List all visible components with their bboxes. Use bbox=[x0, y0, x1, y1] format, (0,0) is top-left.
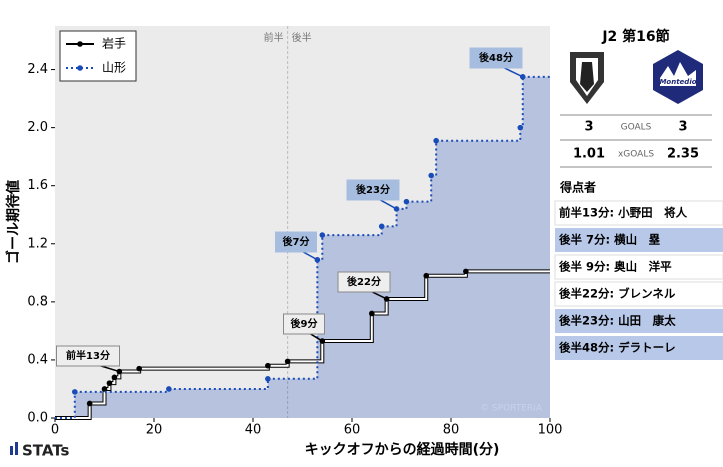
x-tick-label: 0 bbox=[51, 423, 59, 438]
scorer-text: 後半22分: ブレンネル bbox=[559, 287, 676, 301]
y-tick-label: 2.4 bbox=[27, 62, 48, 77]
annotation-label: 後9分 bbox=[291, 317, 318, 330]
annotation-box bbox=[56, 345, 120, 367]
point bbox=[72, 389, 78, 395]
scorer-text: 前半13分: 小野田 将人 bbox=[559, 206, 688, 220]
logo-shape bbox=[580, 62, 594, 92]
point bbox=[423, 272, 430, 279]
point bbox=[284, 358, 291, 365]
annotation-label: 後22分 bbox=[347, 275, 381, 288]
area-fill bbox=[55, 76, 550, 418]
point bbox=[265, 362, 271, 369]
x-tick-label: 60 bbox=[344, 423, 361, 438]
point bbox=[403, 198, 410, 205]
xgoals-label: xGOALS bbox=[618, 150, 654, 160]
step-segment bbox=[322, 226, 383, 237]
y-axis-label: ゴール期待値 bbox=[5, 180, 22, 264]
point bbox=[428, 172, 435, 179]
point bbox=[517, 124, 524, 131]
point bbox=[111, 374, 118, 381]
away-xgoals: 2.35 bbox=[667, 147, 699, 162]
brand-text: STATs bbox=[22, 442, 70, 460]
home-goals: 3 bbox=[584, 120, 593, 135]
scorer-row bbox=[554, 281, 723, 307]
x-tick-label: 40 bbox=[245, 423, 262, 438]
legend-box bbox=[59, 30, 137, 82]
step-segment bbox=[371, 298, 388, 315]
step-segment bbox=[89, 388, 106, 405]
scorer-row bbox=[554, 254, 723, 280]
legend-marker bbox=[77, 65, 83, 71]
annotation-label: 前半13分 bbox=[66, 349, 110, 362]
scorer-row bbox=[555, 309, 723, 333]
point bbox=[463, 268, 469, 275]
logo-shape bbox=[660, 62, 696, 86]
annotation-box bbox=[283, 313, 325, 335]
x-axis-label: キックオフからの経過時間(分) bbox=[305, 441, 500, 458]
annotation-box bbox=[337, 271, 391, 293]
annotation-box bbox=[275, 231, 317, 253]
annotation-label: 後23分 bbox=[356, 183, 390, 196]
y-tick-label: 0.0 bbox=[27, 411, 48, 426]
point bbox=[106, 380, 113, 386]
away-logo: Montedio bbox=[653, 50, 703, 104]
plot-background bbox=[55, 26, 550, 418]
logo-text: Montedio bbox=[659, 78, 696, 86]
panel-title: J2 第16節 bbox=[601, 28, 669, 45]
point bbox=[86, 400, 93, 407]
point bbox=[116, 368, 123, 375]
y-tick-label: 0.8 bbox=[27, 294, 48, 309]
home-xgoals: 1.01 bbox=[573, 147, 605, 162]
step-segment bbox=[55, 391, 76, 419]
scorer-text: 後半 7分: 横山 塁 bbox=[559, 233, 661, 247]
logo-bar bbox=[10, 446, 13, 455]
annotation-box bbox=[469, 47, 523, 69]
home-logo bbox=[570, 52, 604, 104]
x-tick-label: 20 bbox=[146, 423, 163, 438]
brand-logo: STATs bbox=[10, 442, 70, 460]
y-tick-label: 1.2 bbox=[27, 236, 48, 251]
step-segment bbox=[322, 313, 373, 343]
legend-label: 山形 bbox=[102, 61, 126, 75]
point bbox=[136, 365, 142, 372]
point bbox=[166, 386, 172, 392]
step-segment bbox=[386, 275, 428, 300]
x-tick-label: 100 bbox=[538, 423, 563, 438]
point bbox=[369, 310, 375, 317]
goals-label: GOALS bbox=[621, 123, 652, 133]
step-segment bbox=[381, 208, 398, 228]
y-tick-label: 0.4 bbox=[27, 352, 48, 367]
scorer-row bbox=[554, 200, 723, 226]
legend-marker bbox=[77, 41, 83, 47]
annotation-box bbox=[346, 179, 400, 201]
step-segment bbox=[267, 259, 319, 380]
watermark: © SPORTERIA bbox=[480, 404, 543, 414]
point bbox=[101, 386, 108, 392]
scorer-text: 後半23分: 山田 康太 bbox=[559, 314, 676, 328]
point bbox=[319, 232, 326, 238]
point bbox=[314, 256, 321, 263]
legend-label: 岩手 bbox=[102, 36, 126, 51]
logo-bar bbox=[15, 442, 18, 455]
annotation-label: 後48分 bbox=[479, 51, 513, 64]
half-label: 前半 bbox=[264, 31, 284, 44]
away-goals: 3 bbox=[678, 120, 687, 135]
point bbox=[378, 223, 385, 230]
point bbox=[265, 376, 271, 382]
scorer-row bbox=[555, 336, 723, 360]
scorers-title: 得点者 bbox=[559, 180, 596, 195]
scorer-text: 後半 9分: 奥山 洋平 bbox=[559, 260, 672, 274]
annotation-label: 後7分 bbox=[283, 235, 310, 248]
step-segment bbox=[168, 378, 269, 390]
y-tick-label: 2.0 bbox=[27, 120, 48, 135]
step-segment bbox=[287, 341, 324, 363]
y-tick-label: 1.6 bbox=[27, 178, 48, 193]
scorer-row bbox=[555, 228, 723, 252]
point bbox=[383, 296, 390, 302]
x-tick-label: 80 bbox=[443, 423, 460, 438]
scorer-text: 後半48分: デラトーレ bbox=[559, 341, 676, 355]
half-label: 後半 bbox=[292, 31, 312, 44]
point bbox=[433, 137, 439, 144]
